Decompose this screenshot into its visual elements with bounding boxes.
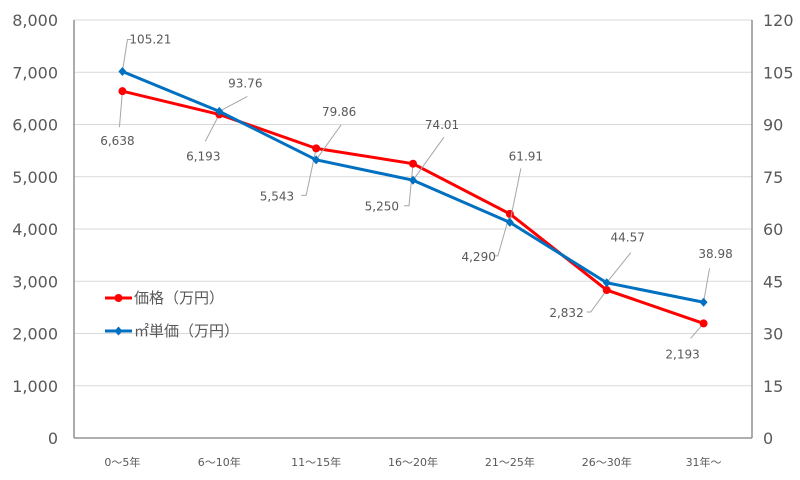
data-label: 5,250	[365, 200, 399, 214]
data-label: 2,832	[549, 306, 583, 320]
data-label: 6,638	[100, 134, 134, 148]
left-axis-tick-label: 7,000	[12, 63, 58, 82]
data-label: 38.98	[698, 247, 732, 261]
data-label: 74.01	[425, 118, 459, 132]
data-label-leader-line	[118, 91, 123, 128]
left-axis-tick-label: 1,000	[12, 377, 58, 396]
x-axis-tick-label: 26～30年	[582, 455, 632, 469]
data-label-leader-line	[586, 289, 608, 313]
legend-label: 価格（万円）	[134, 289, 224, 307]
data-label-leader-line	[121, 39, 132, 72]
right-axis-tick-label: 15	[763, 377, 783, 396]
right-axis-tick-label: 105	[763, 63, 794, 82]
series-line-unit-price	[121, 70, 704, 304]
left-axis-tick-label: 4,000	[12, 220, 58, 239]
data-point-marker	[215, 106, 224, 116]
left-axis-tick-label: 0	[48, 429, 58, 448]
data-point-marker	[118, 67, 127, 77]
x-axis-tick-label: 31年～	[686, 455, 722, 469]
x-axis-tick-label: 21～25年	[485, 455, 535, 469]
right-axis-tick-label: 0	[763, 429, 773, 448]
left-axis-tick-label: 8,000	[12, 11, 58, 30]
data-point-marker	[409, 159, 417, 168]
x-axis-tick-label: 16～20年	[388, 455, 438, 469]
data-label: 2,193	[665, 347, 699, 361]
data-label: 105.21	[129, 33, 171, 47]
x-axis-tick-label: 0～5年	[104, 455, 140, 469]
x-axis-tick-label: 11～15年	[291, 455, 341, 469]
data-label: 79.86	[322, 105, 356, 119]
data-label-leader-line	[509, 168, 522, 223]
data-point-marker	[312, 144, 321, 153]
data-label: 6,193	[186, 149, 220, 163]
right-axis-tick-label: 75	[763, 168, 783, 187]
data-label: 61.91	[509, 149, 543, 163]
data-point-marker	[602, 278, 611, 288]
data-point-marker	[699, 319, 708, 328]
data-point-marker	[505, 217, 514, 227]
legend-label: ㎡単価（万円）	[134, 322, 239, 340]
left-axis-tick-label: 2,000	[12, 325, 58, 344]
right-axis-tick-label: 30	[763, 325, 783, 344]
data-label: 44.57	[611, 231, 645, 245]
right-axis-tick-label: 90	[763, 116, 783, 135]
data-point-marker	[312, 155, 321, 165]
data-label: 5,543	[260, 189, 294, 203]
data-label-leader-line	[301, 148, 317, 196]
data-label-leader-line	[493, 213, 511, 257]
x-axis-tick-label: 6～10年	[198, 455, 241, 469]
legend-marker	[114, 326, 123, 336]
data-point-marker	[118, 87, 127, 96]
left-axis-tick-label: 6,000	[12, 116, 58, 135]
data-label-leader-line	[412, 136, 445, 181]
data-label-leader-line	[219, 95, 248, 112]
right-axis-tick-label: 45	[763, 272, 783, 291]
data-label-leader-line	[606, 252, 632, 284]
data-point-marker	[699, 297, 708, 307]
data-label-leader-line	[315, 124, 342, 161]
data-point-marker	[409, 175, 417, 185]
legend-marker	[114, 294, 123, 302]
data-label-leader-line	[204, 114, 220, 142]
left-axis-tick-label: 5,000	[12, 168, 58, 187]
right-axis-tick-label: 60	[763, 220, 783, 239]
left-axis-tick-label: 3,000	[12, 272, 58, 291]
data-label-leader-line	[404, 163, 414, 207]
right-axis-tick-label: 120	[763, 11, 794, 30]
data-label-leader-line	[703, 268, 711, 303]
data-label: 93.76	[228, 76, 262, 90]
data-label: 4,290	[461, 250, 495, 264]
data-point-marker	[602, 286, 611, 295]
